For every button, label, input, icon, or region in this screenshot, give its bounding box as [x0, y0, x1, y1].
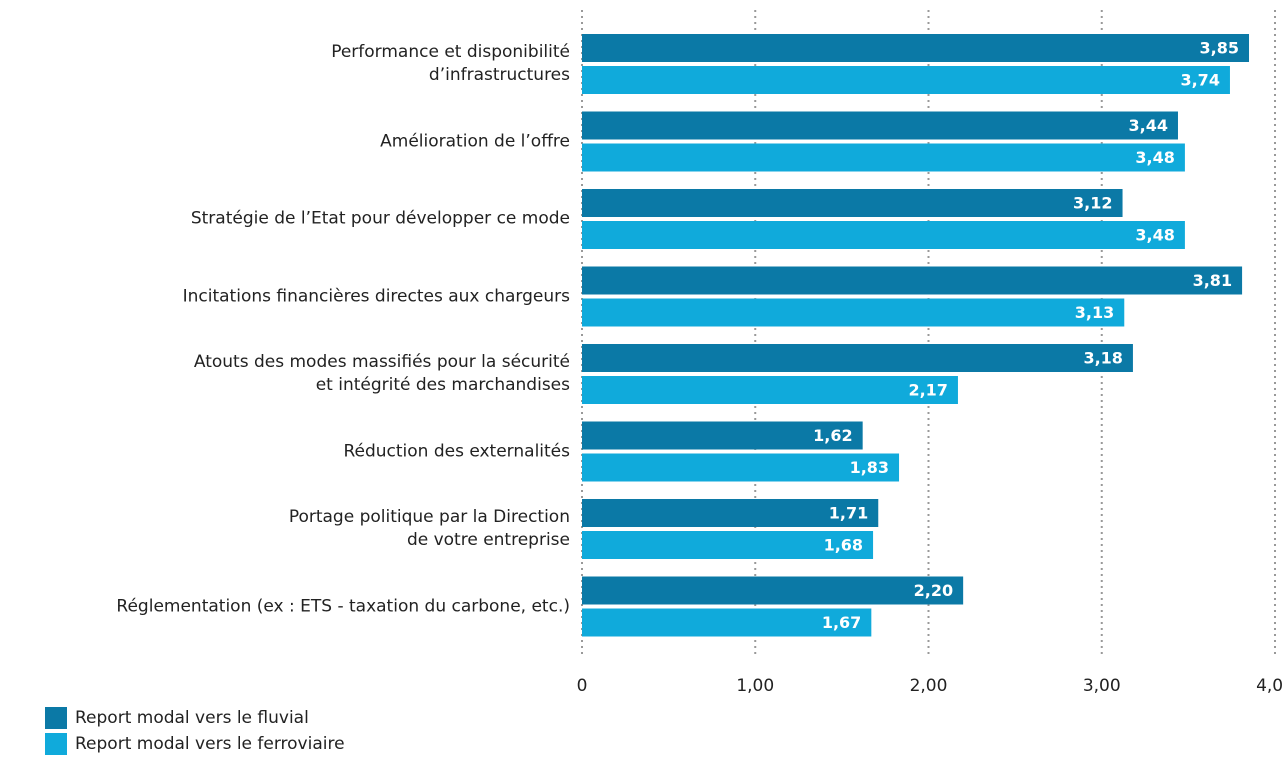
- bar: [582, 66, 1230, 94]
- bar: [582, 221, 1185, 249]
- category-label: Portage politique par la Direction de vo…: [288, 507, 570, 550]
- bar: [582, 608, 872, 637]
- category-label: Amélioration de l’offre: [380, 131, 570, 151]
- value-label: 3,13: [1075, 303, 1114, 322]
- value-label: 3,44: [1128, 116, 1167, 135]
- bar: [582, 376, 958, 404]
- x-tick-label: 2,00: [910, 676, 948, 696]
- bar: [582, 531, 874, 559]
- category-label: Stratégie de l’Etat pour développer ce m…: [190, 208, 570, 229]
- category-label: Réduction des externalités: [343, 441, 570, 461]
- value-label: 1,71: [829, 504, 868, 523]
- value-label: 1,67: [822, 613, 861, 632]
- category-label: Réglementation (ex : ETS - taxation du c…: [116, 596, 570, 616]
- value-label: 3,18: [1083, 349, 1122, 368]
- bar: [582, 453, 900, 482]
- x-tick-label: 4,00: [1256, 676, 1283, 696]
- bar: [582, 266, 1243, 295]
- value-label: 3,48: [1135, 148, 1174, 167]
- bar: [582, 189, 1123, 217]
- x-tick-label: 1,00: [736, 676, 774, 696]
- bar: [582, 298, 1125, 327]
- x-tick-label: 3,00: [1083, 676, 1121, 696]
- bar: [582, 34, 1250, 62]
- bar: [582, 499, 879, 527]
- bar: [582, 143, 1185, 172]
- value-label: 2,20: [914, 581, 953, 600]
- value-label: 1,62: [813, 426, 852, 445]
- value-label: 2,17: [908, 381, 947, 400]
- bar: [582, 576, 964, 605]
- legend-label: Report modal vers le fluvial: [75, 708, 309, 728]
- value-label: 3,85: [1200, 39, 1239, 58]
- legend-swatch: [45, 707, 67, 729]
- bar: [582, 344, 1133, 372]
- x-tick-label: 0: [577, 676, 588, 696]
- category-label: Atouts des modes massifiés pour la sécur…: [193, 352, 570, 395]
- bar: [582, 111, 1178, 140]
- legend-swatch: [45, 733, 67, 755]
- legend-item: Report modal vers le fluvial: [45, 707, 309, 729]
- value-label: 3,81: [1193, 271, 1232, 290]
- category-label: Incitations financières directes aux cha…: [182, 286, 570, 306]
- legend-item: Report modal vers le ferroviaire: [45, 733, 345, 755]
- value-label: 3,74: [1180, 71, 1219, 90]
- value-label: 3,12: [1073, 194, 1112, 213]
- value-label: 1,83: [850, 458, 889, 477]
- bar: [582, 421, 863, 450]
- category-label: Performance et disponibilité d’infrastru…: [331, 42, 570, 85]
- value-label: 1,68: [824, 536, 863, 555]
- legend-label: Report modal vers le ferroviaire: [75, 734, 345, 754]
- value-label: 3,48: [1135, 226, 1174, 245]
